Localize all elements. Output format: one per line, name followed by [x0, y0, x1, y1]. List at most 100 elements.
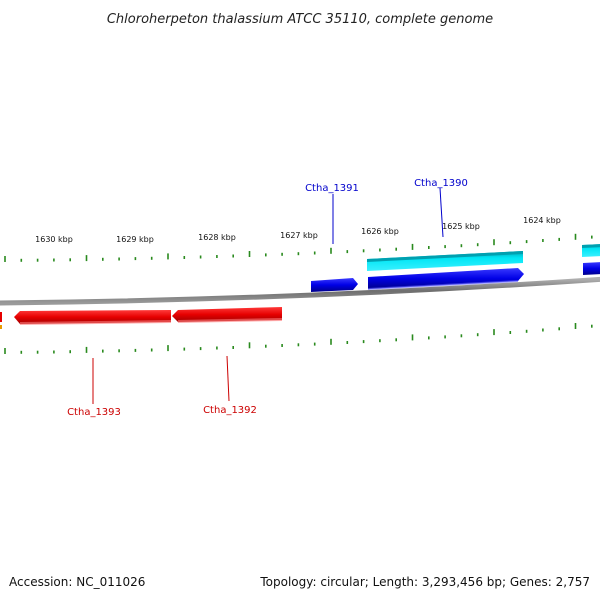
lower-ruler-minor-tick	[395, 338, 397, 342]
lower-ruler-minor-tick	[102, 349, 104, 353]
upper-ruler-minor-tick	[346, 250, 349, 254]
upper-ruler-minor-tick	[53, 258, 55, 262]
lower-ruler-minor-tick	[525, 329, 528, 333]
lower-ruler-major-tick	[4, 348, 6, 354]
label-ctha-1390[interactable]: Ctha_1390	[414, 178, 468, 238]
ruler-label-1628: 1628 kbp	[198, 233, 236, 242]
lower-ruler-minor-tick	[183, 347, 186, 351]
lower-ruler-minor-tick	[591, 324, 593, 328]
lower-ruler-major-tick	[330, 338, 332, 345]
lower-ruler-minor-tick	[428, 336, 430, 340]
upper-ruler-minor-tick	[542, 239, 544, 242]
lower-ruler-minor-tick	[199, 347, 202, 351]
upper-ruler-minor-tick	[362, 249, 365, 253]
upper-ruler-minor-tick	[591, 235, 593, 239]
lower-ruler-major-tick	[493, 329, 495, 336]
ruler-label-1629: 1629 kbp	[116, 235, 154, 244]
upper-ruler-major-tick	[574, 233, 577, 240]
lower-ruler-major-tick	[574, 323, 577, 329]
gene-edge-reverse[interactable]	[0, 312, 2, 322]
upper-ruler-minor-tick	[313, 251, 316, 255]
gene-ctha-1391[interactable]	[311, 278, 358, 292]
svg-text:Ctha_1390: Ctha_1390	[414, 178, 468, 189]
upper-ruler-minor-tick	[216, 255, 218, 258]
upper-ruler-minor-tick	[118, 257, 120, 261]
lower-ruler-minor-tick	[558, 327, 560, 331]
lower-ruler-minor-tick	[20, 350, 23, 354]
lower-ruler-major-tick	[411, 334, 414, 341]
ruler-label-1625: 1625 kbp	[442, 222, 480, 231]
upper-ruler-minor-tick	[69, 258, 71, 262]
upper-ruler-major-tick	[330, 247, 332, 254]
upper-ruler-minor-tick	[20, 258, 23, 262]
highlight-feature-1390[interactable]	[367, 251, 523, 271]
upper-ruler-minor-tick	[232, 254, 234, 258]
map-title: Chloroherpeton thalassium ATCC 35110, co…	[107, 12, 493, 27]
ruler-label-1626: 1626 kbp	[361, 227, 399, 236]
ruler-label-1630: 1630 kbp	[35, 235, 73, 244]
svg-text:Ctha_1392: Ctha_1392	[203, 405, 257, 416]
gene-ctha-1392[interactable]	[172, 307, 282, 323]
upper-ruler-minor-tick	[476, 243, 479, 247]
upper-ruler-minor-tick	[199, 255, 202, 259]
upper-ruler-minor-tick	[183, 256, 186, 259]
upper-ruler-minor-tick	[150, 256, 153, 260]
upper-ruler-minor-tick	[444, 245, 446, 249]
genome-summary-text: Topology: circular; Length: 3,293,456 bp…	[259, 575, 590, 589]
upper-ruler-major-tick	[411, 243, 414, 250]
lower-ruler-minor-tick	[297, 343, 300, 347]
lower-ruler-major-tick	[167, 345, 169, 352]
ruler-label-1624: 1624 kbp	[523, 216, 561, 225]
lower-ruler-minor-tick	[313, 342, 316, 346]
gene-edge-marker	[0, 325, 2, 329]
upper-ruler-minor-tick	[102, 257, 104, 261]
gene-edge-forward[interactable]	[583, 262, 600, 275]
svg-text:Ctha_1391: Ctha_1391	[305, 183, 359, 194]
upper-ruler-major-tick	[493, 239, 495, 246]
upper-ruler-minor-tick	[281, 252, 283, 256]
upper-ruler-minor-tick	[460, 244, 463, 248]
upper-ruler-major-tick	[167, 253, 169, 260]
lower-ruler-minor-tick	[542, 328, 544, 332]
lower-ruler-minor-tick	[118, 349, 120, 353]
lower-ruler-minor-tick	[362, 340, 365, 344]
upper-ruler-major-tick	[4, 256, 6, 262]
svg-text:Ctha_1393: Ctha_1393	[67, 407, 121, 418]
lower-ruler-minor-tick	[460, 334, 463, 338]
label-ctha-1393[interactable]: Ctha_1393	[67, 358, 121, 418]
lower-ruler-minor-tick	[346, 341, 349, 344]
gene-ctha-1390[interactable]	[368, 268, 524, 290]
label-ctha-1392[interactable]: Ctha_1392	[203, 355, 257, 416]
upper-ruler-minor-tick	[265, 253, 267, 257]
highlight-feature-edge[interactable]	[582, 244, 600, 257]
upper-ruler-minor-tick	[297, 252, 300, 256]
lower-ruler-minor-tick	[36, 350, 39, 354]
lower-ruler-minor-tick	[150, 348, 153, 352]
lower-ruler-minor-tick	[509, 331, 512, 334]
upper-ruler-minor-tick	[558, 237, 560, 241]
lower-ruler-minor-tick	[281, 344, 283, 347]
lower-ruler-minor-tick	[232, 346, 234, 349]
upper-ruler-major-tick	[248, 251, 251, 257]
upper-ruler-minor-tick	[525, 240, 528, 244]
gene-ctha-1393[interactable]	[14, 310, 171, 325]
lower-ruler-minor-tick	[476, 333, 479, 337]
upper-ruler-minor-tick	[395, 247, 397, 251]
lower-ruler-minor-tick	[379, 339, 381, 343]
label-ctha-1391[interactable]: Ctha_1391	[305, 183, 359, 244]
lower-ruler-minor-tick	[444, 335, 446, 339]
upper-ruler-minor-tick	[134, 257, 137, 261]
lower-ruler-major-tick	[248, 342, 251, 349]
lower-ruler-minor-tick	[134, 348, 137, 352]
lower-ruler-minor-tick	[216, 346, 218, 350]
upper-ruler-minor-tick	[428, 246, 430, 249]
ruler-labels: 1630 kbp 1629 kbp 1628 kbp 1627 kbp 1626…	[35, 216, 561, 244]
upper-ruler	[4, 233, 593, 262]
genome-backbone	[0, 276, 600, 306]
upper-ruler-minor-tick	[509, 241, 512, 245]
ruler-label-1627: 1627 kbp	[280, 231, 318, 240]
accession-text: Accession: NC_011026	[9, 575, 145, 589]
lower-ruler-minor-tick	[265, 344, 267, 348]
upper-ruler-major-tick	[85, 255, 88, 262]
